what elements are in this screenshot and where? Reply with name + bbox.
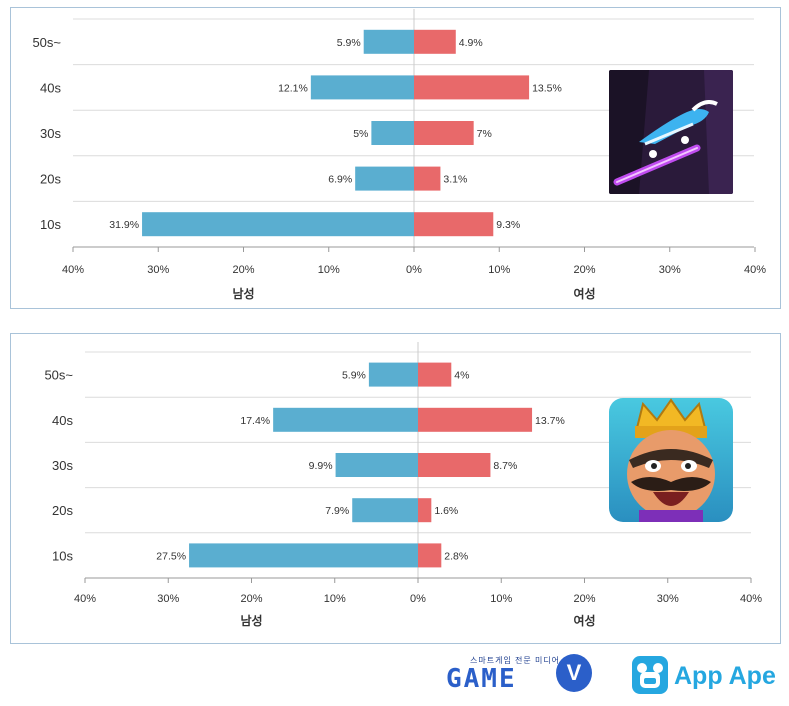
value-label-female: 7% — [477, 128, 492, 140]
series-label-male: 남성 — [240, 613, 262, 628]
bar-female — [414, 166, 441, 191]
value-label-female: 13.7% — [535, 415, 565, 427]
age-gender-chart-1: 50s~ 5.9% 4.9% 40s 12.1% 13.5% 30s 5% 7% 20s 6.9% 3… — [32, 9, 766, 301]
bar-male — [189, 543, 418, 568]
value-label-female: 8.7% — [493, 460, 517, 472]
category-label: 40s — [52, 413, 73, 428]
bar-male — [363, 29, 414, 54]
clash-royale-king-icon — [609, 398, 733, 522]
category-label: 10s — [40, 217, 61, 232]
value-label-male: 6.9% — [328, 174, 352, 186]
x-tick-label: 0% — [406, 264, 422, 276]
value-label-female: 9.3% — [496, 219, 520, 231]
bar-male — [355, 166, 414, 191]
x-tick-label: 20% — [232, 264, 254, 276]
bar-male — [368, 362, 418, 387]
series-label-male: 남성 — [232, 286, 254, 301]
value-label-male: 5.9% — [342, 370, 366, 382]
x-tick-label: 10% — [324, 593, 346, 605]
neon-skate-game-icon — [609, 70, 733, 194]
bar-male — [335, 453, 418, 477]
bar-female — [414, 212, 494, 237]
value-label-female: 1.6% — [434, 505, 458, 517]
x-tick-label: 40% — [740, 593, 762, 605]
gamev-name: GAME — [446, 664, 517, 694]
bar-male — [310, 75, 414, 100]
x-tick-label: 30% — [147, 264, 169, 276]
value-label-male: 31.9% — [109, 219, 139, 231]
bar-female — [418, 362, 452, 387]
bar-female — [418, 543, 442, 568]
category-label: 20s — [40, 172, 61, 187]
x-tick-label: 10% — [488, 264, 510, 276]
age-gender-chart-2: 50s~ 5.9% 4% 40s 17.4% 13.7% 30s 9.9% 8.7% 20s 7.9… — [44, 342, 762, 628]
value-label-male: 7.9% — [325, 505, 349, 517]
value-label-female: 3.1% — [443, 174, 467, 186]
bar-female — [414, 121, 474, 145]
bar-female — [418, 498, 432, 523]
x-tick-label: 20% — [573, 264, 595, 276]
series-label-female: 여성 — [573, 286, 595, 301]
bar-female — [418, 453, 491, 477]
category-label: 50s~ — [32, 35, 61, 50]
category-label: 40s — [40, 80, 61, 95]
bar-male — [142, 212, 415, 237]
value-label-female: 4.9% — [459, 37, 483, 49]
value-label-male: 12.1% — [278, 82, 308, 94]
value-label-male: 5% — [353, 128, 368, 140]
category-label: 30s — [52, 458, 73, 473]
chart-panel-2: 50s~ 5.9% 4% 40s 17.4% 13.7% 30s 9.9% 8.7% 20s 7.9… — [10, 333, 781, 644]
series-label-female: 여성 — [573, 613, 595, 628]
gamev-badge: V — [556, 654, 592, 692]
value-label-female: 2.8% — [444, 550, 468, 562]
x-tick-label: 30% — [157, 593, 179, 605]
x-tick-label: 20% — [573, 593, 595, 605]
bar-male — [371, 121, 414, 145]
bar-female — [414, 75, 530, 100]
app-ape-icon — [632, 656, 668, 694]
bar-male — [273, 407, 418, 432]
category-label: 30s — [40, 126, 61, 141]
bar-female — [414, 29, 456, 54]
value-label-female: 13.5% — [532, 82, 562, 94]
x-tick-label: 30% — [659, 264, 681, 276]
x-tick-label: 30% — [657, 593, 679, 605]
gamev-logo: 스마트게임 전문 미디어 GAME V — [446, 654, 596, 696]
value-label-female: 4% — [454, 370, 469, 382]
x-tick-label: 20% — [240, 593, 262, 605]
bar-female — [418, 407, 533, 432]
x-tick-label: 40% — [744, 264, 766, 276]
chart-panel-1: 50s~ 5.9% 4.9% 40s 12.1% 13.5% 30s 5% 7% 20s 6.9% 3… — [10, 7, 781, 309]
bar-male — [352, 498, 418, 523]
category-label: 50s~ — [44, 368, 73, 383]
gamev-subtitle: 스마트게임 전문 미디어 — [470, 656, 561, 665]
value-label-male: 9.9% — [309, 460, 333, 472]
x-tick-label: 40% — [62, 264, 84, 276]
x-tick-label: 0% — [410, 593, 426, 605]
value-label-male: 17.4% — [240, 415, 270, 427]
value-label-male: 5.9% — [337, 37, 361, 49]
app-ape-name: App Ape — [674, 662, 776, 690]
x-tick-label: 10% — [490, 593, 512, 605]
category-label: 20s — [52, 503, 73, 518]
value-label-male: 27.5% — [156, 550, 186, 562]
x-tick-label: 40% — [74, 593, 96, 605]
x-tick-label: 10% — [318, 264, 340, 276]
app-ape-logo: App Ape — [632, 656, 782, 696]
category-label: 10s — [52, 548, 73, 563]
